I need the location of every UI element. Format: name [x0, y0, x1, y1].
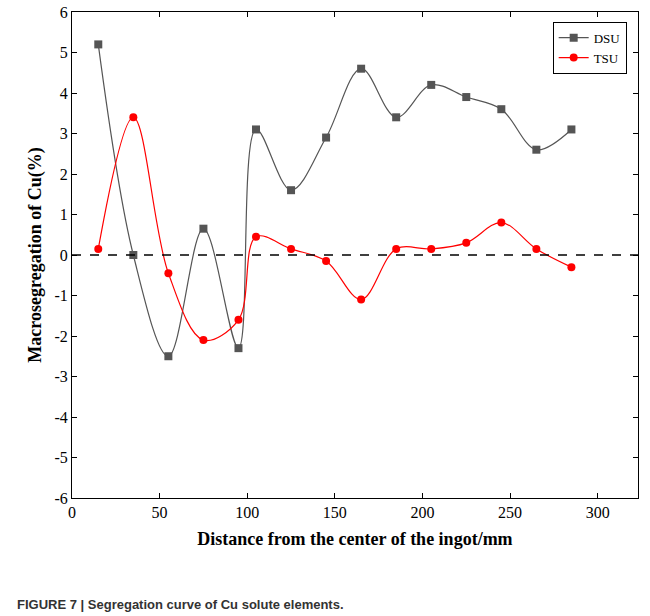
svg-text:50: 50	[152, 504, 168, 521]
svg-text:Macrosegregation of Cu(%): Macrosegregation of Cu(%)	[25, 147, 46, 362]
svg-text:-6: -6	[54, 490, 67, 507]
svg-text:5: 5	[60, 44, 68, 61]
svg-text:-3: -3	[54, 368, 67, 385]
svg-text:Distance from the center of th: Distance from the center of the ingot/mm	[197, 529, 512, 549]
svg-text:100: 100	[235, 504, 259, 521]
svg-text:-2: -2	[54, 328, 67, 345]
svg-text:150: 150	[323, 504, 347, 521]
svg-text:FIGURE 7 | Segregation curve o: FIGURE 7 | Segregation curve of Cu solut…	[17, 597, 344, 612]
svg-text:-5: -5	[54, 449, 67, 466]
svg-text:4: 4	[60, 85, 68, 102]
svg-text:1: 1	[60, 206, 68, 223]
svg-text:3: 3	[60, 125, 68, 142]
svg-text:DSU: DSU	[594, 31, 621, 46]
svg-text:300: 300	[586, 504, 610, 521]
svg-text:-4: -4	[54, 409, 67, 426]
svg-text:0: 0	[60, 247, 68, 264]
svg-text:250: 250	[498, 504, 522, 521]
svg-text:6: 6	[60, 4, 68, 21]
svg-text:200: 200	[410, 504, 434, 521]
svg-text:-1: -1	[54, 287, 67, 304]
svg-text:2: 2	[60, 166, 68, 183]
svg-text:TSU: TSU	[594, 51, 619, 66]
svg-text:0: 0	[68, 504, 76, 521]
